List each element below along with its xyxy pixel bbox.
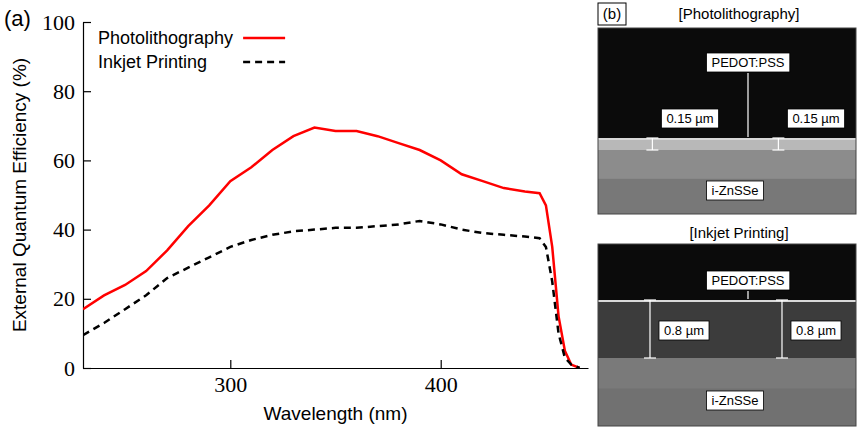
x-tick-mark — [230, 360, 231, 368]
layer-edge — [598, 138, 856, 140]
x-tick-label: 300 — [214, 372, 247, 397]
y-tick-mark — [83, 22, 91, 23]
layer-edge — [598, 300, 856, 302]
substrate — [598, 358, 856, 426]
figure: 300 400 0 20 40 60 80 100 Photolithography Inkjet… — [0, 0, 861, 430]
x-tick-label: 400 — [425, 372, 458, 397]
layer-label: PEDOT:PSS — [712, 273, 785, 288]
thickness-label-box — [661, 109, 718, 128]
substrate-label: i-ZnSSe — [712, 183, 759, 198]
x-axis-line — [84, 368, 589, 369]
thickness-label-box — [659, 321, 709, 340]
x-tick: 300 — [214, 360, 247, 397]
y-tick: 60 — [53, 148, 91, 173]
thickness-label-box — [787, 109, 844, 128]
layer-film — [598, 138, 856, 150]
thickness-label: 0.8 µm — [796, 323, 836, 338]
image-frame — [598, 244, 856, 426]
x-axis: 300 400 — [84, 360, 589, 397]
thickness-line — [781, 300, 782, 358]
layer-film — [598, 300, 856, 358]
panel-label: (b) — [603, 5, 621, 22]
y-tick-label: 40 — [53, 217, 75, 242]
sem-image: [Inkjet Printing] PEDOT:PSS 0.8 µm 0.8 µm i-… — [598, 224, 856, 426]
thickness-label-box — [791, 321, 841, 340]
y-tick-label: 60 — [53, 148, 75, 173]
y-tick-mark — [83, 299, 91, 300]
legend: Photolithography Inkjet Printing — [98, 28, 285, 72]
sem-image: [Photolithography] PEDOT:PSS 0.15 µm 0.15 µ… — [598, 5, 856, 214]
layer-label-box — [707, 271, 790, 290]
pointer — [747, 291, 748, 299]
layer-label-box — [707, 53, 790, 72]
legend-swatch — [243, 37, 285, 40]
thickness-label: 0.15 µm — [792, 111, 839, 126]
y-tick-mark — [83, 160, 91, 161]
substrate-label: i-ZnSSe — [712, 393, 759, 408]
panel-b: (b) [Photolithography] PEDOT:PSS 0.15 µm 0.1… — [598, 3, 856, 426]
image-title: [Photolithography] — [679, 5, 800, 22]
substrate — [598, 150, 856, 214]
substrate-shade — [598, 389, 856, 426]
y-tick-mark — [83, 368, 91, 369]
y-axis-line — [83, 23, 84, 369]
thickness-label: 0.15 µm — [666, 111, 713, 126]
y-tick: 100 — [42, 10, 91, 35]
legend-label: Inkjet Printing — [98, 52, 207, 72]
y-tick-label: 100 — [42, 10, 75, 35]
y-tick-label: 80 — [53, 79, 75, 104]
series-line — [83, 128, 580, 368]
y-axis-title: External Quantum Efficiency (%) — [9, 58, 30, 332]
substrate-label-box — [707, 391, 764, 410]
plot-area — [83, 128, 580, 368]
series-line — [83, 221, 580, 368]
y-tick: 0 — [64, 356, 91, 381]
y-tick: 40 — [53, 217, 91, 242]
image-background — [598, 28, 856, 138]
thickness-line — [652, 138, 653, 150]
legend-label: Photolithography — [98, 28, 233, 48]
y-tick: 80 — [53, 79, 91, 104]
substrate-label-box — [707, 181, 764, 200]
x-axis-title: Wavelength (nm) — [264, 403, 408, 424]
y-tick-label: 20 — [53, 286, 75, 311]
thickness-line — [778, 138, 779, 150]
substrate-shade — [598, 179, 856, 214]
layer-label: PEDOT:PSS — [712, 55, 785, 70]
x-tick-mark — [441, 360, 442, 368]
image-background — [598, 244, 856, 300]
panel-label: (a) — [4, 6, 31, 31]
image-frame — [598, 28, 856, 214]
y-tick-mark — [83, 230, 91, 231]
panel-label-box — [598, 3, 626, 25]
pointer — [747, 73, 748, 137]
x-tick: 400 — [425, 360, 458, 397]
y-tick-mark — [83, 91, 91, 92]
thickness-label: 0.8 µm — [664, 323, 704, 338]
image-title: [Inkjet Printing] — [689, 224, 788, 241]
y-tick-label: 0 — [64, 356, 75, 381]
y-axis: 0 20 40 60 80 100 — [42, 10, 91, 381]
thickness-line — [649, 300, 650, 358]
legend-swatch — [243, 61, 285, 64]
